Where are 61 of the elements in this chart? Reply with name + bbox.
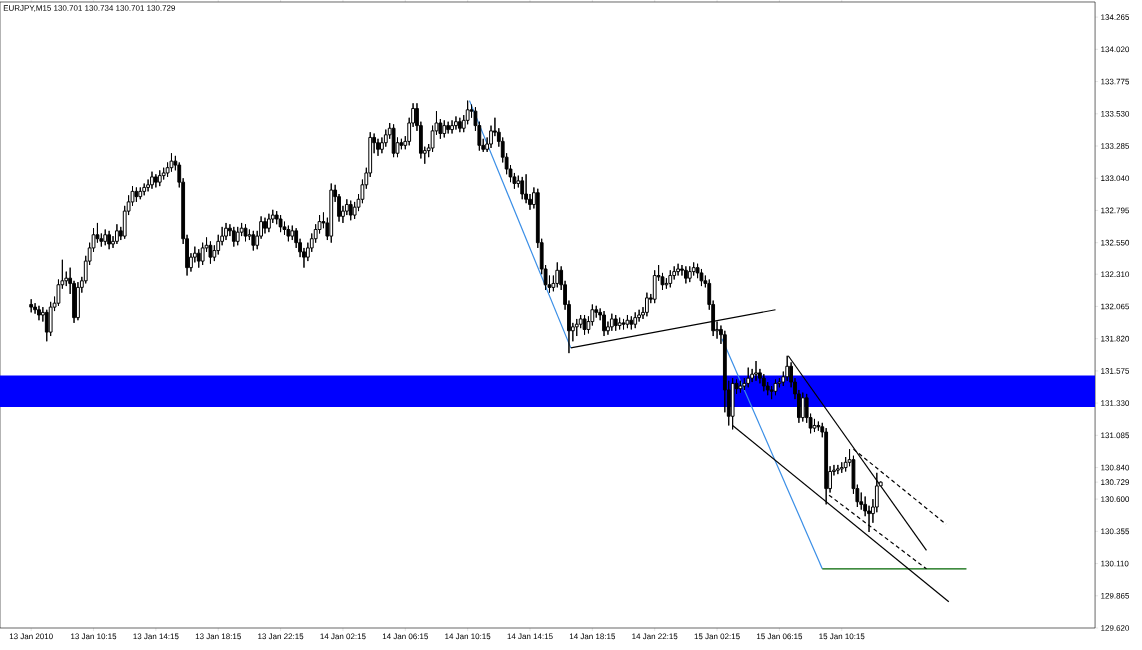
candlestick <box>625 314 630 329</box>
candlestick <box>251 230 256 252</box>
candlestick <box>37 305 41 321</box>
candlestick <box>574 318 579 337</box>
candlestick <box>699 268 704 287</box>
candlestick <box>621 318 626 330</box>
candlestick <box>645 292 649 317</box>
candlestick <box>457 117 462 133</box>
candlestick <box>683 265 688 284</box>
candlestick <box>391 123 396 158</box>
candlestick <box>520 176 525 200</box>
candlestick <box>208 240 213 265</box>
candlestick <box>582 314 587 336</box>
candlestick <box>29 298 34 313</box>
candlestick <box>115 223 119 245</box>
candlestick <box>286 225 291 242</box>
candlestick <box>153 173 158 188</box>
candlestick <box>652 269 657 304</box>
candlestick <box>668 269 673 288</box>
candlestick <box>839 461 844 474</box>
candlestick <box>150 171 154 190</box>
candlestick <box>454 115 458 131</box>
candlestick <box>348 200 353 221</box>
candlestick <box>609 313 614 332</box>
candlestick <box>602 310 606 337</box>
candlestick <box>555 261 560 288</box>
candlestick <box>676 263 680 277</box>
candlestick <box>613 314 618 332</box>
candlestick <box>824 427 829 505</box>
candlestick <box>142 182 147 196</box>
candlestick <box>231 226 236 248</box>
candlestick <box>134 186 139 203</box>
candlestick <box>266 213 271 233</box>
candlestick <box>746 367 751 388</box>
candlestick <box>329 182 334 244</box>
candlestick <box>773 378 778 396</box>
candlestick <box>76 281 80 321</box>
candlestick <box>107 230 112 250</box>
candlestick <box>629 315 634 330</box>
candlestick <box>687 265 692 283</box>
candlestick <box>243 223 248 242</box>
candlestick <box>157 169 162 187</box>
candlestick <box>450 119 454 135</box>
candlestick <box>812 418 817 433</box>
candlestick <box>761 373 766 392</box>
candlestick <box>169 152 174 173</box>
candlestick <box>48 301 53 337</box>
candlestick <box>376 138 380 157</box>
candlestick <box>633 311 638 329</box>
candlestick <box>617 317 622 330</box>
candlestick <box>738 380 743 394</box>
candlestick <box>446 121 451 135</box>
candlestick <box>835 464 840 475</box>
candlestick <box>235 226 240 246</box>
candlestick <box>278 214 283 233</box>
candlestick <box>138 186 143 200</box>
candlestick <box>224 222 228 241</box>
candlestick <box>103 229 108 246</box>
candlestick <box>442 119 447 138</box>
candlestick <box>754 360 758 382</box>
candlestick <box>800 392 805 423</box>
